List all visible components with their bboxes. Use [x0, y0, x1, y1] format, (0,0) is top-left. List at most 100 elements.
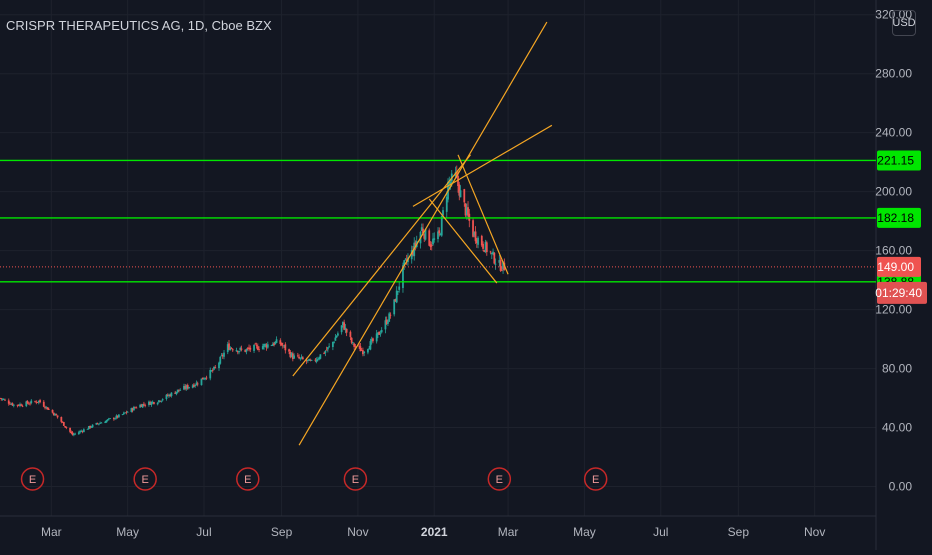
candle-body [248, 347, 250, 349]
candle-body [465, 207, 468, 215]
candle-body [458, 184, 461, 196]
earnings-marker-icon[interactable] [236, 467, 260, 491]
price-axis-tick-label: 80.00 [882, 362, 912, 376]
candle-body [205, 377, 208, 379]
candle-body [230, 348, 233, 349]
candle-body [499, 260, 502, 271]
candle-body [369, 341, 372, 350]
candle-body [442, 210, 444, 216]
candle-body [397, 290, 399, 292]
candle-body [358, 345, 361, 347]
candle-body [343, 322, 346, 330]
candle-body [483, 250, 486, 253]
candle-body [27, 403, 30, 405]
level-price-label-background [877, 207, 921, 228]
time-axis-tick-label: Mar [41, 525, 62, 539]
candle-body [178, 389, 180, 391]
candle-body [213, 366, 215, 370]
earnings-marker-icon[interactable] [20, 467, 45, 491]
candle-body [112, 418, 115, 420]
trend-layer [292, 21, 553, 446]
candle-body [459, 190, 462, 198]
trendline[interactable] [298, 21, 548, 446]
candle-body [9, 403, 11, 405]
candle-body [464, 203, 467, 216]
candle-body [47, 409, 50, 410]
candle-body [90, 426, 93, 428]
candle-body [77, 432, 80, 435]
candle-body [226, 344, 229, 353]
candle-body [209, 369, 212, 379]
candle-body [500, 269, 503, 271]
candle-body [477, 237, 479, 245]
candle-body [414, 242, 417, 246]
candle-body [125, 412, 128, 413]
candle-body [60, 417, 63, 422]
candle-body [439, 233, 442, 236]
candle-body [438, 230, 441, 234]
price-axis-tick-label: 160.00 [875, 244, 912, 258]
candle-body [473, 231, 476, 236]
earnings-marker-label: E [592, 474, 599, 486]
candle-body [440, 216, 443, 236]
earnings-marker-icon[interactable] [343, 467, 368, 491]
candle-body [428, 230, 431, 246]
candle-body [45, 406, 48, 408]
candle-body [298, 356, 300, 359]
time-axis[interactable]: Mar May Jul Sep Nov 2021 Mar May Jul Sep Nov [41, 525, 825, 539]
candle-body [273, 343, 275, 346]
currency-button[interactable]: USD [892, 10, 916, 36]
trendline[interactable] [428, 198, 498, 284]
candle-body [349, 331, 352, 338]
candle-body [463, 189, 466, 203]
candle-body [253, 344, 255, 351]
candle-body [100, 422, 103, 424]
earnings-marker-icon[interactable] [487, 467, 512, 491]
candle-body [289, 351, 292, 358]
candle-body [325, 349, 328, 351]
candle-body [44, 407, 46, 409]
candle-body [144, 405, 147, 407]
candle-body [201, 377, 204, 380]
candle-body [228, 343, 230, 350]
earnings-marker-icon[interactable] [133, 467, 157, 491]
trendline[interactable] [412, 124, 553, 207]
candle-body [117, 414, 120, 418]
earnings-marker-label: E [141, 474, 148, 486]
candle-body [385, 319, 388, 325]
candle-body [256, 346, 259, 350]
candle-body [284, 344, 287, 351]
candle-body [378, 331, 381, 335]
countdown-background [877, 281, 927, 304]
candle-body [72, 434, 75, 436]
candle-body [151, 401, 154, 403]
candle-body [315, 359, 318, 362]
candle-body [412, 250, 414, 255]
time-axis-tick-label: Jul [653, 525, 668, 539]
candle-body [380, 330, 383, 333]
last-price-label-background [877, 256, 921, 277]
candle-body [0, 398, 3, 399]
candle-body [288, 349, 290, 352]
candle-body [165, 394, 168, 399]
candle-body [214, 367, 217, 369]
candle-body [280, 342, 283, 346]
earnings-marker-icon[interactable] [583, 467, 608, 491]
candle-body [271, 344, 274, 346]
candle-body [293, 355, 295, 359]
candle-body [193, 384, 195, 387]
candle-body [16, 404, 19, 406]
candle-body [319, 354, 322, 359]
price-axis[interactable]: 0.00 40.00 80.00 120.00 160.00 200.00 240.00 28… [875, 8, 912, 494]
candle-body [168, 394, 170, 397]
candle-body [306, 360, 309, 361]
candle-body [274, 341, 277, 345]
candle-body [231, 349, 234, 351]
trendline[interactable] [457, 154, 509, 275]
candle-body [296, 355, 299, 357]
candle-body [131, 408, 134, 411]
trendline[interactable] [292, 154, 472, 377]
